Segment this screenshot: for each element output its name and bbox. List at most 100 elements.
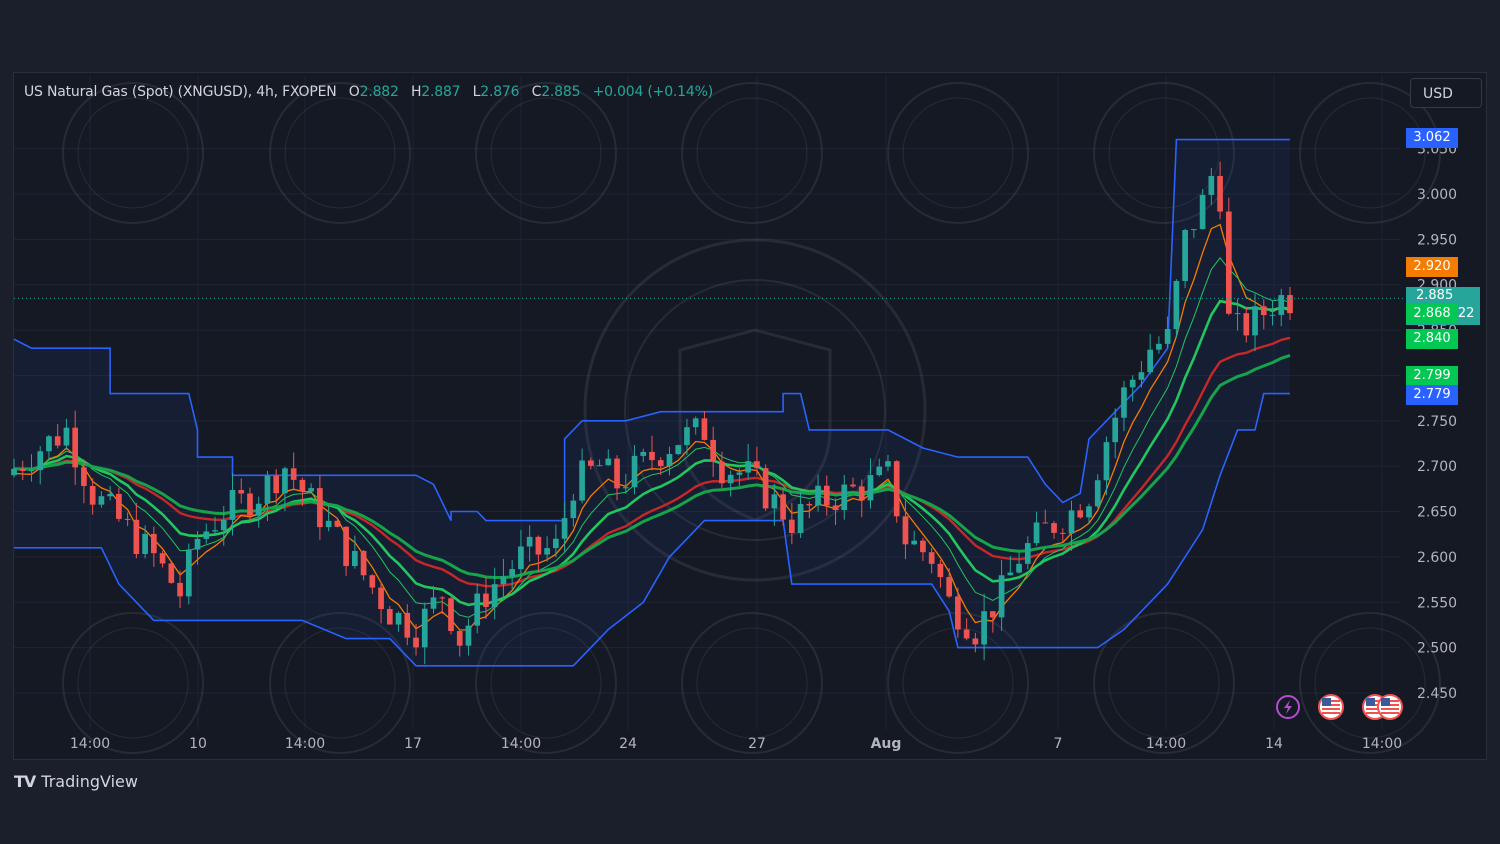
candle-body [640, 451, 647, 456]
candle-body [710, 439, 717, 462]
candle-body [509, 569, 516, 577]
candle-body [1225, 211, 1232, 314]
symbol-title: US Natural Gas (Spot) (XNGUSD), 4h, FXOP… [24, 84, 337, 100]
candle-body [299, 479, 306, 492]
us-flag-icon [1318, 694, 1344, 720]
candle-body [911, 540, 918, 545]
candle-body [701, 418, 708, 440]
price-tick-label: 2.700 [1417, 459, 1457, 475]
candle-body [325, 520, 332, 528]
price-badge: 2.920 [1406, 256, 1458, 277]
candle-body [579, 460, 585, 501]
candle-body [1103, 442, 1110, 481]
watermark-circle [1314, 97, 1426, 209]
time-tick-label: 24 [619, 736, 637, 752]
candle-body [902, 516, 909, 545]
candle-body [290, 468, 297, 480]
candle-body [815, 485, 821, 506]
candle-body [1112, 417, 1119, 443]
symbol-legend: US Natural Gas (Spot) (XNGUSD), 4h, FXOP… [24, 84, 713, 100]
candle-body [920, 540, 926, 553]
candle-body [1164, 328, 1171, 344]
candle-body [946, 577, 952, 597]
candle-body [238, 490, 245, 494]
watermark-circle [1299, 612, 1441, 754]
candle-body [1287, 295, 1293, 314]
watermark-circle [696, 97, 808, 209]
candle-body [745, 461, 751, 473]
time-tick-label: 7 [1054, 736, 1063, 752]
candle-body [719, 461, 725, 484]
brand-name: TradingView [41, 772, 138, 791]
candle-body [456, 631, 463, 646]
time-tick-label: 14:00 [1146, 736, 1186, 752]
watermark-circle [475, 612, 617, 754]
candle-body [893, 461, 900, 517]
candle-body [1217, 175, 1223, 212]
us-flag-icon [1377, 694, 1403, 720]
candle-body [386, 609, 393, 625]
watermark-circle [490, 627, 602, 739]
candle-body [1033, 522, 1040, 544]
candle-body [518, 546, 524, 570]
watermark-circle [1314, 627, 1426, 739]
candle-body [255, 503, 262, 516]
event-icons [1276, 694, 1403, 720]
candle-body [159, 553, 166, 564]
price-tick-label: 2.600 [1417, 550, 1457, 566]
change-value: +0.004 (+0.14%) [592, 84, 714, 100]
price-badge: 2.868 [1406, 303, 1458, 324]
candle-body [727, 474, 734, 484]
time-tick-label: 14 [1265, 736, 1283, 752]
channel-lower-line [14, 392, 1290, 667]
candle-body [491, 584, 498, 607]
candle-body [1243, 313, 1250, 336]
candle-body [614, 458, 620, 489]
candle-body [1024, 543, 1031, 564]
candle-body [1129, 379, 1136, 388]
candle-body [81, 467, 87, 486]
candle-body [771, 494, 778, 509]
candle-body [273, 475, 280, 494]
candle-body [1269, 314, 1276, 316]
candle-body [500, 576, 507, 585]
candle-body [937, 563, 944, 578]
candle-body [736, 472, 743, 475]
currency-selector[interactable]: USD [1410, 78, 1482, 108]
candle-body [823, 485, 830, 506]
candle-body [124, 518, 131, 520]
watermark-circle [902, 97, 1014, 209]
candle-body [684, 427, 690, 446]
candle-body [526, 536, 533, 547]
time-tick-label: 14:00 [501, 736, 541, 752]
time-tick-label: 27 [748, 736, 766, 752]
candle-body [998, 575, 1005, 618]
high-value: 2.887 [421, 84, 461, 100]
candle-body [89, 485, 96, 505]
time-tick-label: 14:00 [285, 736, 325, 752]
candle-body [203, 531, 210, 539]
watermark-circle [624, 279, 886, 541]
candle-body [797, 504, 804, 533]
candle-body [955, 596, 961, 630]
candle-body [570, 500, 577, 519]
tradingview-brand[interactable]: TV TradingView [14, 772, 138, 791]
candle-body [413, 637, 419, 648]
candle-body [928, 552, 935, 564]
candle-body [963, 629, 970, 639]
candle-body [448, 598, 454, 632]
candle-body [247, 493, 253, 516]
low-key: L [472, 84, 481, 100]
candle-body [421, 608, 428, 648]
candle-body [334, 520, 341, 527]
candle-body [780, 494, 786, 520]
candle-body [430, 597, 437, 609]
candle-body [990, 611, 996, 618]
lightning-icon [1276, 695, 1300, 719]
candle-body [369, 575, 376, 588]
watermark-circle [1299, 82, 1441, 224]
candle-body [1094, 480, 1101, 507]
chart-frame[interactable] [13, 72, 1487, 760]
candle-body [1059, 532, 1066, 534]
